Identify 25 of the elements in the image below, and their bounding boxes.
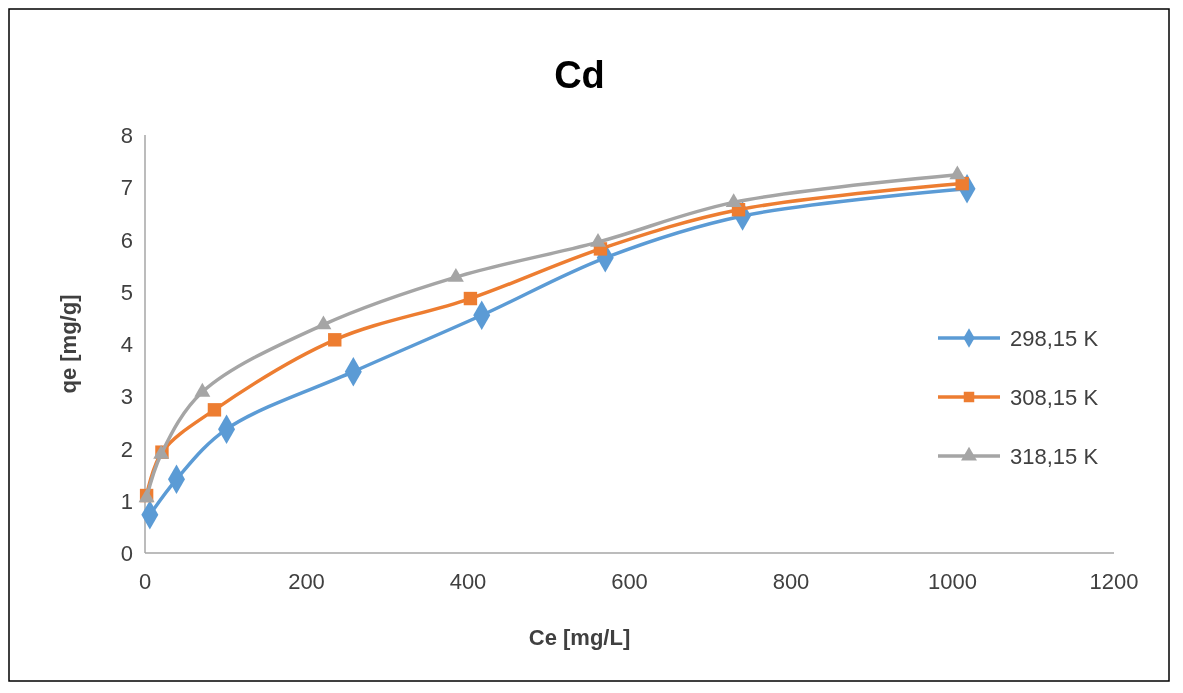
- chart-title: Cd: [554, 54, 605, 96]
- y-tick-label: 2: [120, 436, 133, 462]
- x-axis-title: Ce [mg/L]: [528, 625, 631, 650]
- y-tick-label: 3: [120, 384, 133, 410]
- y-tick-label: 4: [120, 332, 133, 357]
- x-tick-label: 600: [611, 569, 648, 594]
- y-axis-title: qe [mg/g]: [56, 294, 81, 394]
- legend-label: 318,15 K: [1010, 444, 1099, 469]
- x-tick-label: 1000: [928, 569, 977, 594]
- y-tick-label: 0: [120, 541, 133, 566]
- y-tick-label: 5: [120, 279, 133, 305]
- legend-label: 298,15 K: [1010, 326, 1099, 351]
- y-tick-label: 6: [120, 227, 133, 253]
- x-tick-label: 1200: [1089, 569, 1139, 594]
- legend-label: 308,15 K: [1010, 385, 1099, 410]
- x-tick-label: 200: [288, 569, 325, 594]
- x-tick-label: 400: [449, 569, 487, 594]
- y-tick-label: 8: [120, 123, 133, 148]
- point: [328, 333, 342, 347]
- point: [463, 291, 478, 306]
- x-tick-label: 800: [772, 569, 810, 594]
- point: [207, 403, 222, 417]
- x-tick-label: 0: [138, 569, 152, 594]
- y-tick-label: 1: [120, 488, 133, 514]
- y-tick-label: 7: [120, 175, 133, 201]
